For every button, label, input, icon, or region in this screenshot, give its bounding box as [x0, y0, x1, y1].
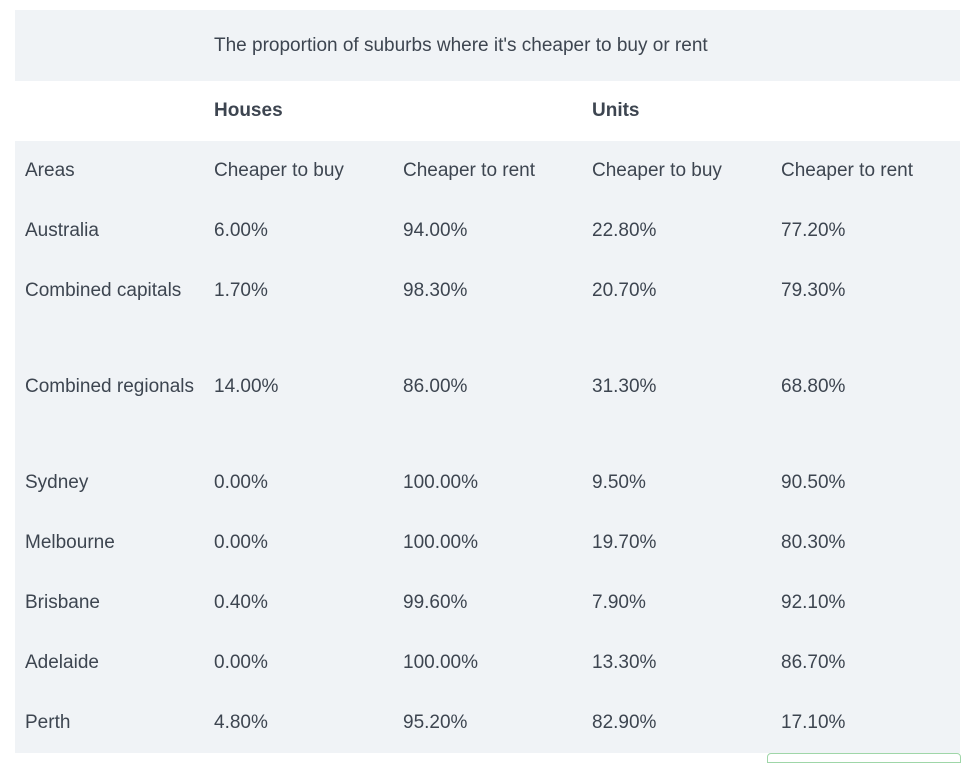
value-cell: 94.00% — [393, 201, 582, 261]
table-row: Combined capitals 1.70% 98.30% 20.70% 79… — [15, 261, 960, 357]
column-header-houses-rent: Cheaper to rent — [393, 141, 582, 201]
table-row: Melbourne 0.00% 100.00% 19.70% 80.30% — [15, 513, 960, 573]
value-cell: 0.40% — [204, 573, 393, 633]
value-cell: 19.70% — [582, 513, 771, 573]
table-caption-row: The proportion of suburbs where it's che… — [15, 10, 960, 81]
value-cell: 17.10% — [771, 693, 960, 753]
value-cell: 95.20% — [393, 693, 582, 753]
column-header-houses-buy: Cheaper to buy — [204, 141, 393, 201]
value-cell: 31.30% — [582, 357, 771, 453]
suburbs-buy-rent-table: The proportion of suburbs where it's che… — [15, 10, 960, 753]
data-table-container: The proportion of suburbs where it's che… — [15, 10, 960, 753]
area-cell: Perth — [15, 693, 204, 753]
area-cell: Combined capitals — [15, 261, 204, 357]
table-caption: The proportion of suburbs where it's che… — [204, 10, 960, 81]
value-cell: 92.10% — [771, 573, 960, 633]
table-row: Adelaide 0.00% 100.00% 13.30% 86.70% — [15, 633, 960, 693]
value-cell: 82.90% — [582, 693, 771, 753]
value-cell: 0.00% — [204, 453, 393, 513]
value-cell: 22.80% — [582, 201, 771, 261]
group-units: Units — [582, 81, 960, 141]
value-cell: 100.00% — [393, 513, 582, 573]
value-cell: 100.00% — [393, 453, 582, 513]
area-cell: Brisbane — [15, 573, 204, 633]
value-cell: 0.00% — [204, 633, 393, 693]
value-cell: 90.50% — [771, 453, 960, 513]
value-cell: 14.00% — [204, 357, 393, 453]
area-cell: Combined regionals — [15, 357, 204, 453]
area-cell: Adelaide — [15, 633, 204, 693]
table-row: Perth 4.80% 95.20% 82.90% 17.10% — [15, 693, 960, 753]
value-cell: 6.00% — [204, 201, 393, 261]
column-header-units-buy: Cheaper to buy — [582, 141, 771, 201]
value-cell: 13.30% — [582, 633, 771, 693]
value-cell: 79.30% — [771, 261, 960, 357]
group-header-row: Houses Units — [15, 81, 960, 141]
value-cell: 99.60% — [393, 573, 582, 633]
table-row: Australia 6.00% 94.00% 22.80% 77.20% — [15, 201, 960, 261]
column-header-units-rent: Cheaper to rent — [771, 141, 960, 201]
floating-widget-edge[interactable] — [767, 753, 961, 763]
column-header-row: Areas Cheaper to buy Cheaper to rent Che… — [15, 141, 960, 201]
table-row: Sydney 0.00% 100.00% 9.50% 90.50% — [15, 453, 960, 513]
area-cell: Melbourne — [15, 513, 204, 573]
value-cell: 20.70% — [582, 261, 771, 357]
value-cell: 7.90% — [582, 573, 771, 633]
value-cell: 0.00% — [204, 513, 393, 573]
value-cell: 98.30% — [393, 261, 582, 357]
value-cell: 1.70% — [204, 261, 393, 357]
value-cell: 80.30% — [771, 513, 960, 573]
value-cell: 77.20% — [771, 201, 960, 261]
value-cell: 9.50% — [582, 453, 771, 513]
value-cell: 100.00% — [393, 633, 582, 693]
area-cell: Australia — [15, 201, 204, 261]
table-row: Combined regionals 14.00% 86.00% 31.30% … — [15, 357, 960, 453]
group-houses: Houses — [204, 81, 582, 141]
value-cell: 86.70% — [771, 633, 960, 693]
value-cell: 4.80% — [204, 693, 393, 753]
area-cell: Sydney — [15, 453, 204, 513]
value-cell: 86.00% — [393, 357, 582, 453]
table-row: Brisbane 0.40% 99.60% 7.90% 92.10% — [15, 573, 960, 633]
column-header-areas: Areas — [15, 141, 204, 201]
value-cell: 68.80% — [771, 357, 960, 453]
